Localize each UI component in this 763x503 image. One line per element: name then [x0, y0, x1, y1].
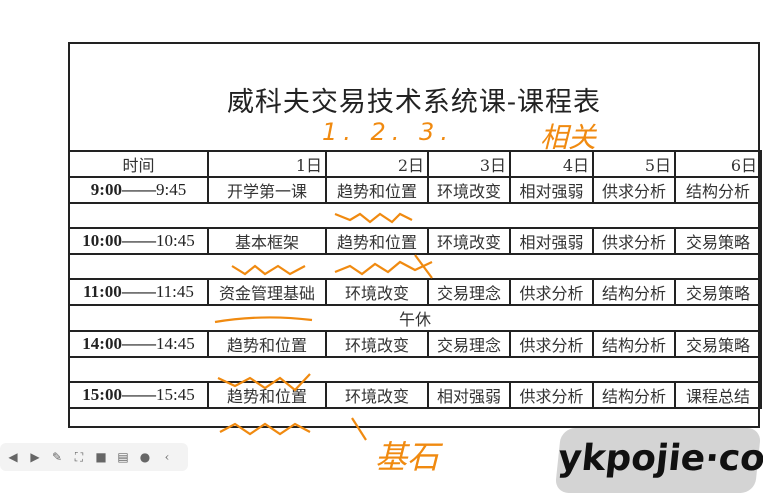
time-cell: 15:00——15:45	[68, 381, 209, 409]
lunch-row: 午休	[68, 304, 762, 332]
header-row: 时间 1日 2日 3日 4日 5日 6日	[68, 150, 762, 178]
course-cell: 供求分析	[592, 176, 676, 204]
course-cell: 交易策略	[674, 278, 762, 306]
course-cell: 环境改变	[325, 381, 429, 409]
time-cell: 11:00——11:45	[68, 278, 209, 306]
course-cell: 趋势和位置	[207, 381, 327, 409]
blank-cell	[68, 253, 762, 280]
header-cell: 3日	[427, 150, 511, 178]
course-cell: 环境改变	[427, 227, 511, 255]
course-cell: 结构分析	[674, 176, 762, 204]
course-cell: 供求分析	[509, 330, 594, 358]
start-time: 14:00	[82, 334, 122, 353]
page-title: 威科夫交易技术系统课-课程表	[226, 87, 602, 118]
course-cell: 供求分析	[509, 381, 594, 409]
more-icon[interactable]: ●	[139, 450, 151, 464]
course-cell: 交易理念	[427, 330, 511, 358]
end-time: 9:45	[155, 180, 187, 199]
end-time: 14:45	[155, 334, 195, 353]
time-separator: ——	[121, 385, 156, 404]
lunch-cell: 午休	[68, 304, 762, 332]
next-icon[interactable]: ▶	[30, 450, 40, 464]
presentation-toolbar: ◀ ▶ ✎ ⛶ ■ ▤ ● ‹	[0, 443, 188, 471]
schedule-table: 时间 1日 2日 3日 4日 5日 6日 9:00——9:45 开学第一课 趋势和位置 环境改变 相对…	[68, 150, 762, 409]
table-row: 14:00——14:45 趋势和位置 环境改变 交易理念 供求分析 结构分析 交易策略	[68, 330, 762, 358]
course-cell: 供求分析	[509, 278, 594, 306]
header-cell: 时间	[68, 150, 209, 178]
time-separator: ——	[121, 180, 156, 199]
course-cell: 相对强弱	[509, 176, 594, 204]
time-cell: 9:00——9:45	[68, 176, 209, 204]
schedule-sheet: 威科夫交易技术系统课-课程表 时间 1日 2日 3日 4日 5日 6日 9:00——9:45 开…	[68, 42, 762, 428]
annotation-foundation: 基石	[375, 438, 440, 476]
end-time: 11:45	[155, 282, 194, 301]
blank-cell	[68, 202, 762, 229]
course-cell: 基本框架	[207, 227, 327, 255]
course-cell: 交易策略	[674, 227, 762, 255]
course-cell: 环境改变	[325, 278, 429, 306]
blank-row	[68, 356, 762, 383]
course-cell: 供求分析	[592, 227, 676, 255]
header-cell: 1日	[207, 150, 327, 178]
end-time: 15:45	[155, 385, 195, 404]
watermark: ykpojie·com	[554, 428, 763, 493]
course-cell: 环境改变	[427, 176, 511, 204]
course-cell: 相对强弱	[509, 227, 594, 255]
course-cell: 趋势和位置	[207, 330, 327, 358]
time-separator: ——	[121, 282, 156, 301]
start-time: 11:00	[83, 282, 122, 301]
pen-icon[interactable]: ✎	[51, 450, 63, 464]
header-cell: 5日	[592, 150, 676, 178]
camera-icon[interactable]: ■	[95, 450, 107, 464]
start-time: 15:00	[82, 385, 122, 404]
course-cell: 相对强弱	[427, 381, 511, 409]
blank-row	[68, 253, 762, 280]
course-cell: 课程总结	[674, 381, 762, 409]
prev-icon[interactable]: ◀	[8, 450, 18, 464]
comment-icon[interactable]: ▤	[117, 450, 129, 464]
start-time: 9:00	[90, 180, 122, 199]
header-cell: 4日	[509, 150, 594, 178]
course-cell: 趋势和位置	[325, 227, 429, 255]
course-cell: 结构分析	[592, 278, 676, 306]
screenshot-icon[interactable]: ⛶	[74, 450, 84, 464]
table-row: 15:00——15:45 趋势和位置 环境改变 相对强弱 供求分析 结构分析 课程总结	[68, 381, 762, 409]
collapse-icon[interactable]: ‹	[164, 450, 170, 464]
header-cell: 2日	[325, 150, 429, 178]
course-cell: 资金管理基础	[207, 278, 327, 306]
course-cell: 开学第一课	[207, 176, 327, 204]
table-row: 11:00——11:45 资金管理基础 环境改变 交易理念 供求分析 结构分析 交易策略	[68, 278, 762, 306]
table-row: 10:00——10:45 基本框架 趋势和位置 环境改变 相对强弱 供求分析 交易策略	[68, 227, 762, 255]
time-separator: ——	[121, 334, 156, 353]
blank-cell	[68, 356, 762, 383]
header-cell: 6日	[674, 150, 762, 178]
course-cell: 趋势和位置	[325, 176, 429, 204]
time-cell: 14:00——14:45	[68, 330, 209, 358]
course-cell: 结构分析	[592, 330, 676, 358]
course-cell: 交易策略	[674, 330, 762, 358]
annotation-numbers: 1. 2. 3.	[322, 118, 454, 146]
start-time: 10:00	[82, 231, 122, 250]
course-cell: 交易理念	[427, 278, 511, 306]
time-separator: ——	[121, 231, 156, 250]
blank-row	[68, 202, 762, 229]
annotation-related: 相关	[540, 121, 597, 154]
end-time: 10:45	[155, 231, 195, 250]
time-cell: 10:00——10:45	[68, 227, 209, 255]
course-cell: 结构分析	[592, 381, 676, 409]
table-row: 9:00——9:45 开学第一课 趋势和位置 环境改变 相对强弱 供求分析 结构分析	[68, 176, 762, 204]
course-cell: 环境改变	[325, 330, 429, 358]
